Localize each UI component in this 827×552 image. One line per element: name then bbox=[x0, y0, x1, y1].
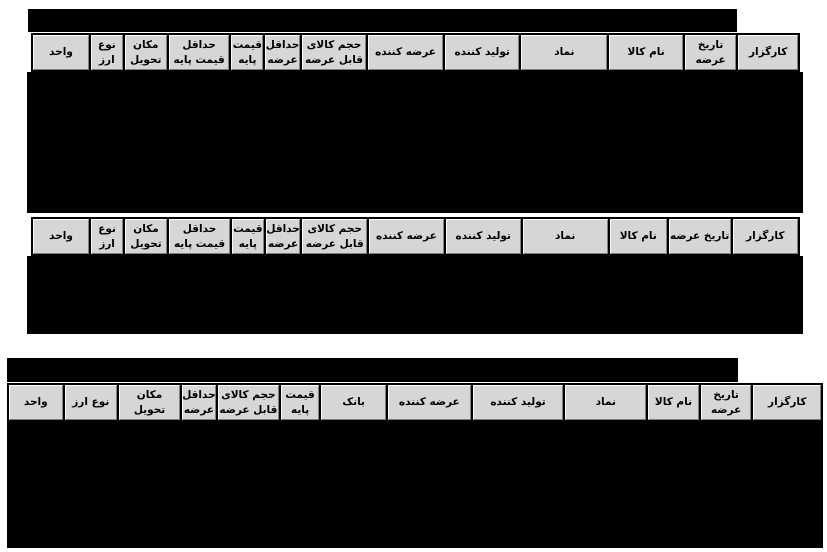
table1-header-row: کارگزار تاریخ عرضه نام کالا نماد تولید ک… bbox=[31, 33, 800, 72]
table3-col-commodity-name: نام کالا bbox=[648, 385, 699, 420]
table3-col-symbol: نماد bbox=[565, 385, 647, 420]
table2-col-symbol: نماد bbox=[522, 219, 608, 254]
table1-col-unit: واحد bbox=[32, 35, 89, 70]
table2-col-supply-date: تاریخ عرضه bbox=[668, 219, 731, 254]
table1-col-producer: تولید کننده bbox=[444, 35, 520, 70]
table1-col-delivery-location: مکان تحویل bbox=[124, 35, 167, 70]
table3-col-bank: بانک bbox=[321, 385, 387, 420]
table3-col-base-price: قیمت پایه bbox=[280, 385, 320, 420]
table2-col-base-price: قیمت پایه bbox=[231, 219, 264, 254]
table1-col-broker: کارگزار bbox=[738, 35, 798, 70]
table1-title-redaction-bar bbox=[28, 9, 737, 32]
table3-col-producer: تولید کننده bbox=[472, 385, 564, 420]
table3-header-row: کارگزار تاریخ عرضه نام کالا نماد تولید ک… bbox=[7, 383, 823, 422]
table1-col-base-price: قیمت پایه bbox=[231, 35, 264, 70]
table2-col-producer: تولید کننده bbox=[445, 219, 521, 254]
table2-col-min-base-price: حداقل قیمت پایه bbox=[169, 219, 230, 254]
table2-col-unit: واحد bbox=[32, 219, 90, 254]
table2-col-delivery-location: مکان تحویل bbox=[124, 219, 168, 254]
table1-data-rows-redaction bbox=[27, 72, 803, 213]
table3-col-supplier: عرضه کننده bbox=[388, 385, 471, 420]
table1-col-commodity-name: نام کالا bbox=[609, 35, 683, 70]
table2-col-broker: کارگزار bbox=[732, 219, 798, 254]
table1-col-min-base-price: حداقل قیمت پایه bbox=[168, 35, 230, 70]
table2-col-supplier: عرضه کننده bbox=[369, 219, 444, 254]
table3-col-unit: واحد bbox=[9, 385, 63, 420]
table1-col-symbol: نماد bbox=[521, 35, 608, 70]
table3-col-min-supply: حداقل عرضه bbox=[182, 385, 216, 420]
table3-col-supply-date: تاریخ عرضه bbox=[700, 385, 752, 420]
table2-col-supplyable-volume: حجم کالای قابل عرضه bbox=[302, 219, 368, 254]
table2-header-row: کارگزار تاریخ عرضه نام کالا نماد تولید ک… bbox=[31, 217, 800, 256]
table1-col-supplier: عرضه کننده bbox=[368, 35, 443, 70]
table2-col-min-supply: حداقل عرضه bbox=[265, 219, 301, 254]
table1-col-currency-type: نوع ارز bbox=[90, 35, 123, 70]
table1-col-min-supply: حداقل عرضه bbox=[265, 35, 300, 70]
table1-col-supplyable-volume: حجم کالای قابل عرضه bbox=[301, 35, 367, 70]
table3-data-rows-redaction bbox=[7, 422, 823, 548]
table3-col-broker: کارگزار bbox=[753, 385, 821, 420]
table3-col-delivery-location: مکان تحویل bbox=[119, 385, 181, 420]
table3-col-currency-type: نوع ارز bbox=[64, 385, 118, 420]
table2-col-currency-type: نوع ارز bbox=[91, 219, 123, 254]
table3-title-redaction-bar bbox=[7, 358, 738, 382]
table2-col-commodity-name: نام کالا bbox=[609, 219, 667, 254]
table2-data-rows-redaction bbox=[27, 256, 803, 334]
table3-col-supplyable-volume: حجم کالای قابل عرضه bbox=[217, 385, 279, 420]
table1-col-supply-date: تاریخ عرضه bbox=[684, 35, 737, 70]
